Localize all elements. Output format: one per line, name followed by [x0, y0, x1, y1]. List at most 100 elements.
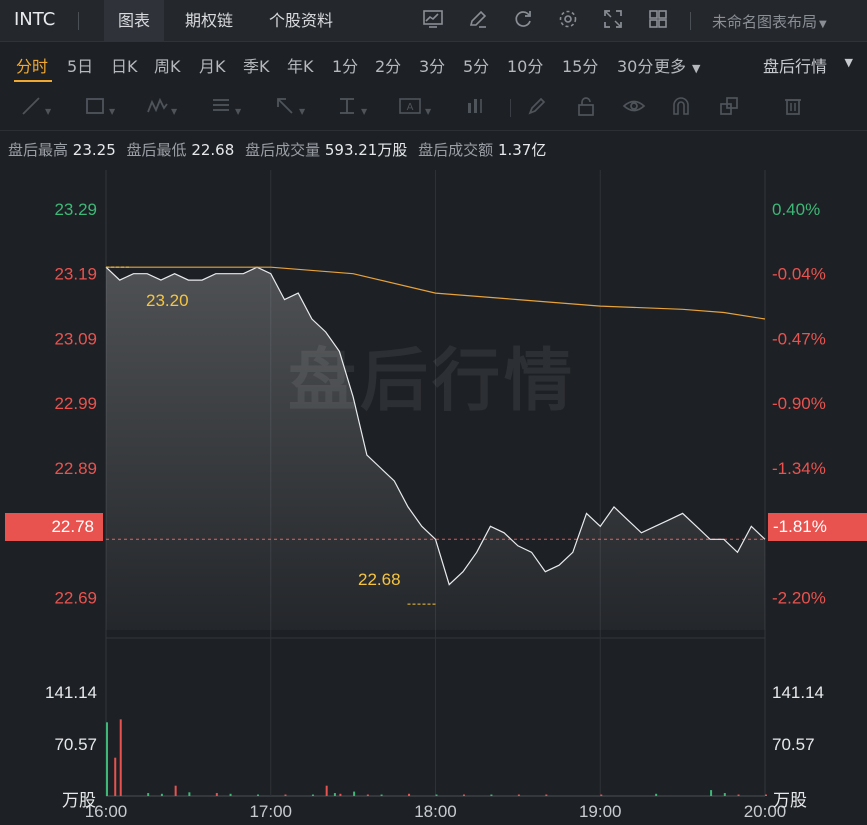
x-tick-label: 19:00	[579, 802, 622, 821]
volume-bar	[284, 794, 287, 796]
volume-bar	[188, 792, 191, 796]
x-tick-label: 20:00	[744, 802, 787, 821]
high-label: 盘后最高	[8, 141, 69, 159]
settings-gear-icon[interactable]	[555, 8, 581, 34]
period-30min[interactable]: 30分	[617, 57, 654, 76]
period-1min[interactable]: 1分	[332, 57, 359, 76]
wave-tool-icon[interactable]: ▼	[146, 95, 177, 121]
volume-bar	[353, 791, 356, 796]
volume-bar	[366, 794, 369, 796]
lock-icon[interactable]	[575, 95, 597, 121]
layout-grid-icon[interactable]	[645, 8, 671, 34]
tab-stock-profile[interactable]: 个股资料	[269, 11, 334, 30]
turnover-label: 盘后成交额	[418, 141, 494, 159]
y-tick-label-right: 0.40%	[772, 200, 820, 219]
layout-selector[interactable]: 未命名图表布局 ▼	[712, 11, 827, 32]
y-tick-label-left: 22.69	[54, 589, 97, 608]
period-day-k[interactable]: 日K	[111, 57, 138, 76]
low-value: 22.68	[191, 141, 235, 159]
volume-unit-right: 万股	[773, 791, 807, 811]
period-5day[interactable]: 5日	[67, 57, 94, 76]
line-tool-icon[interactable]: ▼	[20, 95, 51, 121]
volume-bar	[174, 785, 177, 796]
period-5min[interactable]: 5分	[463, 57, 490, 76]
volume-bar	[765, 794, 767, 796]
trash-icon[interactable]	[782, 95, 804, 121]
fib-tool-icon[interactable]: ▼	[213, 99, 242, 116]
high-value: 23.25	[72, 141, 116, 159]
volume-bar	[106, 722, 108, 796]
volume-bar	[380, 794, 383, 796]
volume-tick-label-right: 141.14	[772, 683, 824, 702]
rect-tool-icon[interactable]: ▼	[84, 95, 115, 121]
volume-bar	[229, 793, 232, 796]
layers-icon[interactable]	[718, 95, 740, 121]
average-price-line	[106, 266, 766, 320]
svg-text:A: A	[407, 102, 414, 113]
volume-value: 593.21万股	[324, 141, 408, 159]
draw-pen-icon[interactable]	[465, 8, 491, 34]
period-2min[interactable]: 2分	[375, 57, 402, 76]
volume-bar	[600, 794, 603, 796]
volume-bar	[408, 793, 411, 796]
period-3min[interactable]: 3分	[419, 57, 446, 76]
x-tick-label: 16:00	[85, 802, 128, 821]
x-tick-label: 17:00	[249, 802, 292, 821]
volume-bar	[339, 793, 342, 796]
period-quarter-k[interactable]: 季K	[243, 57, 270, 76]
current-change-tag: -1.81%	[768, 513, 867, 541]
fullscreen-icon[interactable]	[600, 8, 626, 34]
volume-bar	[215, 793, 218, 796]
period-more[interactable]: 更多 ▼	[654, 53, 700, 77]
volume-unit-left: 万股	[62, 791, 96, 811]
y-tick-label-right: -0.04%	[772, 265, 826, 284]
y-tick-label-left: 22.89	[54, 459, 97, 478]
current-price-tag: 22.78	[5, 513, 103, 541]
tab-options-chain[interactable]: 期权链	[185, 11, 234, 30]
volume-bar	[710, 790, 713, 796]
chevron-down-icon: ▼	[819, 19, 827, 30]
drawing-toolbar: ▼ ▼ ▼ ▼ ▼ ▼ A ▼	[0, 85, 867, 131]
volume-bar	[257, 794, 260, 796]
bar-pattern-tool-icon[interactable]	[464, 95, 486, 121]
volume-bar	[119, 719, 122, 796]
arrow-tool-icon[interactable]: ▼	[274, 95, 305, 121]
volume-bar	[325, 785, 328, 796]
volume-bar	[311, 794, 314, 796]
chart-indicator-icon[interactable]	[420, 8, 446, 34]
y-tick-label-left: 22.99	[54, 394, 97, 413]
ticker-symbol: INTC	[14, 9, 56, 30]
period-15min[interactable]: 15分	[562, 57, 599, 76]
measure-tool-icon[interactable]: ▼	[340, 98, 368, 116]
period-year-k[interactable]: 年K	[287, 57, 314, 76]
volume-bar	[545, 794, 548, 796]
refresh-icon[interactable]	[510, 8, 536, 34]
period-intraday[interactable]: 分时	[16, 57, 49, 76]
y-tick-label-right: -0.90%	[772, 394, 826, 413]
top-bar: INTC 图表 期权链 个股资料 未命名图表布局 ▼	[0, 0, 867, 42]
magnet-icon[interactable]	[670, 95, 692, 121]
period-week-k[interactable]: 周K	[154, 57, 181, 76]
text-tool-icon[interactable]: A ▼	[398, 95, 431, 121]
tab-chart[interactable]: 图表	[104, 0, 165, 42]
period-bar: 分时 5日 日K 周K 月K 季K 年K 1分 2分 3分 5分 10分 15分…	[0, 42, 867, 85]
brush-icon[interactable]	[526, 95, 548, 121]
period-month-k[interactable]: 月K	[199, 57, 226, 76]
session-selector[interactable]: 盘后行情	[762, 57, 827, 76]
y-tick-label-left: 23.09	[54, 329, 97, 348]
volume-bar	[333, 793, 336, 796]
volume-bar	[723, 793, 726, 796]
volume-bar	[147, 793, 150, 796]
period-more-label: 更多	[654, 57, 687, 76]
volume-bar	[435, 794, 438, 796]
period-10min[interactable]: 10分	[507, 57, 544, 76]
y-tick-label-right: -0.47%	[772, 329, 826, 348]
low-annotation: 22.68	[358, 570, 401, 589]
high-annotation: 23.20	[146, 291, 189, 310]
chevron-down-icon[interactable]: ▼	[844, 56, 853, 69]
volume-bar	[462, 794, 465, 796]
active-period-underline	[14, 80, 52, 82]
eye-icon[interactable]	[622, 95, 646, 121]
volume-bar	[517, 794, 520, 796]
